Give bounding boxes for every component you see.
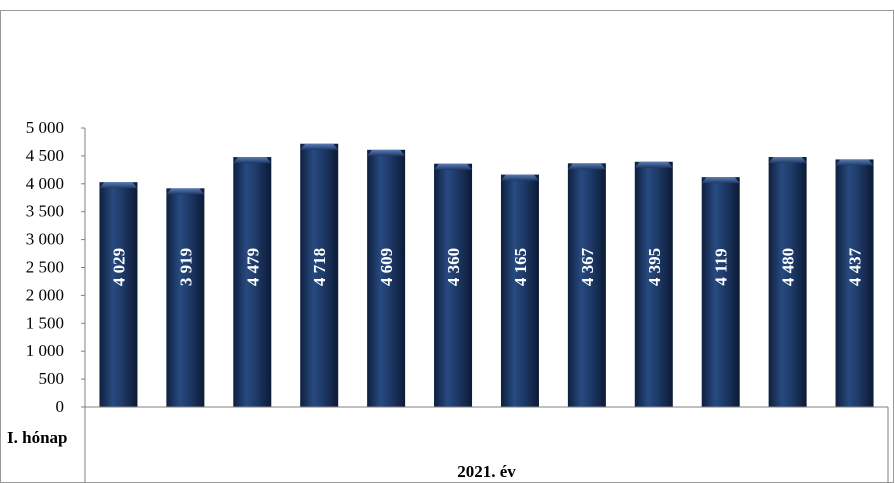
bar-group: 4 165 — [500, 174, 539, 407]
bar-group: 4 479 — [233, 157, 272, 407]
bar-bevel — [166, 188, 205, 195]
bar-bevel — [701, 177, 740, 184]
data-label: 4 165 — [511, 248, 530, 286]
bar-group: 4 609 — [367, 149, 406, 407]
bar-bevel — [233, 157, 272, 164]
bar-bevel — [434, 163, 473, 170]
bar — [835, 159, 874, 407]
bar — [233, 157, 272, 407]
bar — [166, 188, 205, 407]
y-tick-label: 500 — [39, 369, 65, 388]
y-tick-label: 5 000 — [26, 118, 64, 137]
data-label: 3 919 — [176, 248, 195, 286]
data-label: 4 718 — [310, 248, 329, 286]
bar-bevel — [99, 182, 138, 189]
y-tick-label: 2 000 — [26, 285, 64, 304]
bar-bevel — [567, 163, 606, 170]
bar-bevel — [367, 149, 406, 156]
bar — [768, 157, 807, 407]
bar-group: 4 367 — [567, 163, 606, 407]
bar-group: 4 395 — [634, 161, 673, 407]
bar — [634, 161, 673, 407]
bar-group: 4 029 — [99, 182, 138, 407]
bar-group: 4 718 — [300, 143, 339, 407]
y-tick-label: 2 500 — [26, 258, 64, 277]
x-group-label: 2021. év — [457, 462, 516, 481]
y-tick-label: 0 — [56, 397, 65, 416]
bar-bevel — [634, 161, 673, 168]
y-tick-label: 4 500 — [26, 146, 64, 165]
y-axis: 0 500 1 000 1 500 2 000 2 500 3 000 3 500 4 000 4… — [26, 118, 86, 416]
bar — [300, 143, 339, 407]
y-tick-label: 3 500 — [26, 202, 64, 221]
y-tick-label: 3 000 — [26, 230, 64, 249]
data-label: 4 479 — [243, 248, 262, 286]
bar — [567, 163, 606, 407]
y-tick-label: 4 000 — [26, 174, 64, 193]
bar — [500, 174, 539, 407]
bar-group: 3 919 — [166, 188, 205, 407]
bar — [434, 163, 473, 407]
x-category-label: I. hónap — [7, 428, 67, 447]
y-tick-label: 1 000 — [26, 341, 64, 360]
bar-bevel — [500, 174, 539, 181]
bar-group: 4 480 — [768, 157, 807, 407]
data-label: 4 119 — [712, 248, 731, 285]
bar — [367, 149, 406, 407]
bar-group: 4 437 — [835, 159, 874, 407]
bar — [99, 182, 138, 407]
data-label: 4 437 — [846, 247, 865, 286]
bar-bevel — [835, 159, 874, 166]
bar — [701, 177, 740, 407]
data-label: 4 367 — [578, 247, 597, 286]
bar-group: 4 360 — [434, 163, 473, 407]
bars-group: 4 029 3 919 4 479 4 718 4 609 4 360 4 165 4 367… — [99, 143, 874, 407]
data-label: 4 480 — [779, 248, 798, 286]
bar-bevel — [300, 143, 339, 150]
data-label: 4 029 — [109, 248, 128, 286]
data-label: 4 395 — [645, 248, 664, 286]
data-label: 4 360 — [444, 248, 463, 286]
x-axis: I. hónap 2021. év — [7, 406, 889, 483]
y-tick-label: 1 500 — [26, 313, 64, 332]
bar-bevel — [768, 157, 807, 164]
data-label: 4 609 — [377, 248, 396, 286]
bar-group: 4 119 — [701, 177, 740, 407]
